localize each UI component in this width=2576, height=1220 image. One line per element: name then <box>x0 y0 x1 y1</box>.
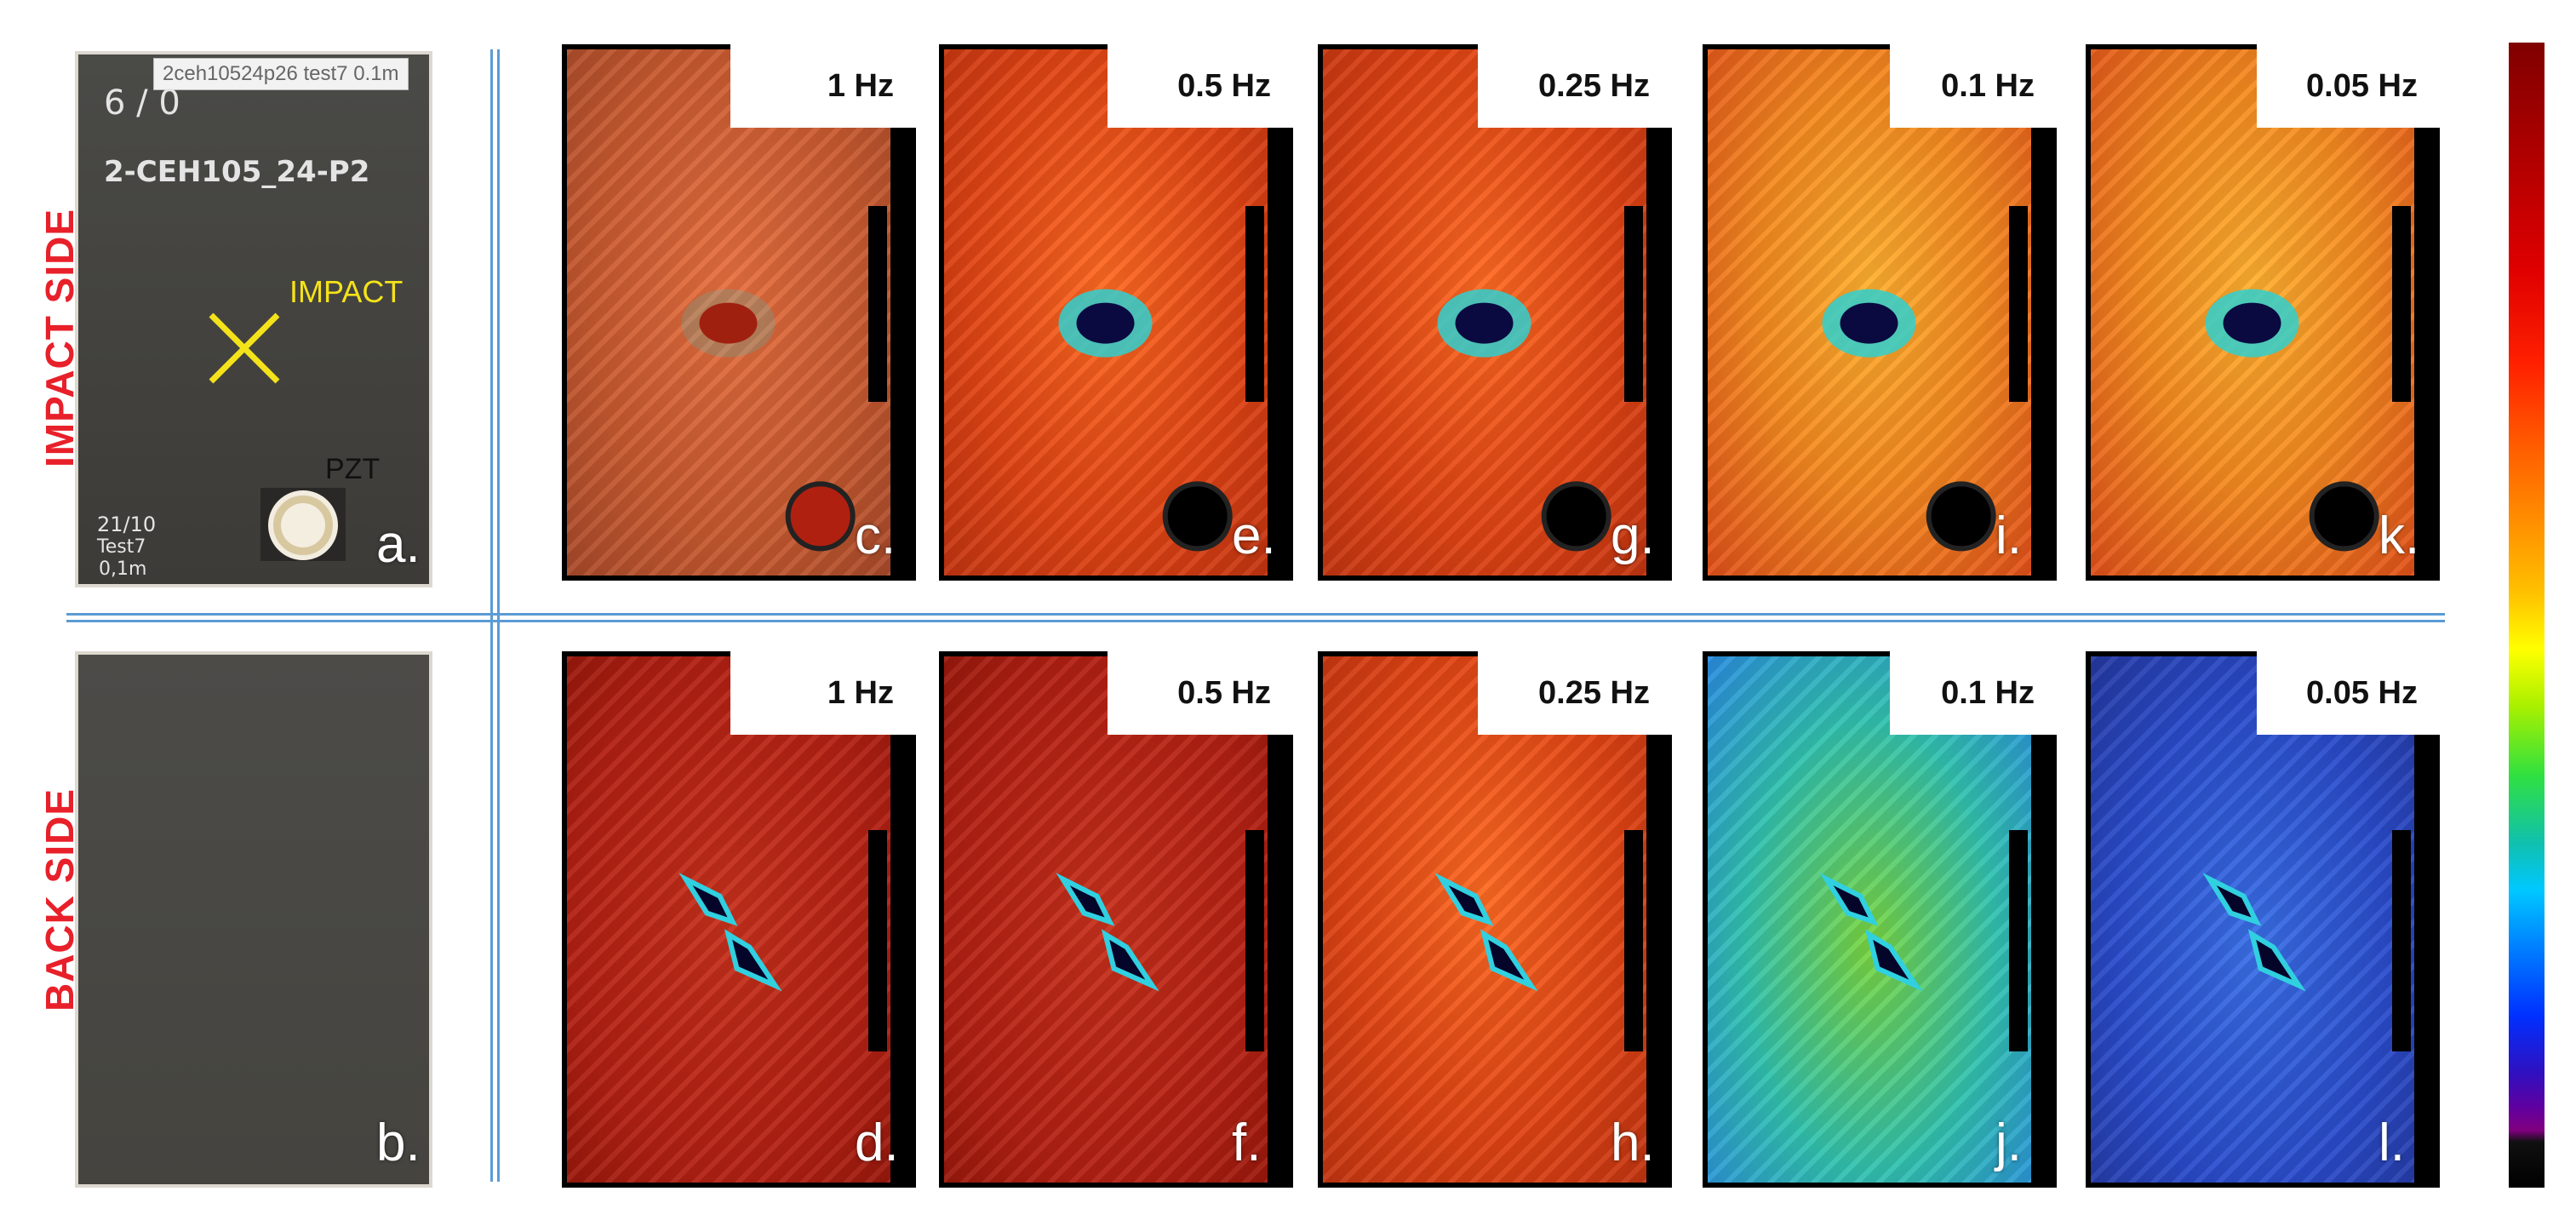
damage-spot <box>1056 873 1159 992</box>
thermogram-panel: 0.05 Hz k. <box>2086 44 2440 581</box>
chalk-height: 0,1m <box>99 558 147 580</box>
specimen-tag: 2ceh10524p26 test7 0.1m <box>153 58 409 90</box>
damage-spot <box>1822 289 1996 552</box>
thermogram-panel: 0.5 Hz f. <box>939 651 1293 1188</box>
thermogram-panel: 1 Hz d. <box>562 651 916 1188</box>
panel-label: i. <box>1995 507 2022 565</box>
damage-spot <box>1434 873 1538 992</box>
edge-bar <box>2392 206 2411 402</box>
impact-cross-icon <box>209 312 280 384</box>
frequency-label: 0.05 Hz <box>2257 651 2440 735</box>
panel-label: e. <box>1232 507 1276 565</box>
panel-label: k. <box>2379 507 2420 565</box>
panel-label: d. <box>855 1114 899 1172</box>
edge-bar <box>868 206 887 402</box>
frequency-label: 0.25 Hz <box>1478 44 1672 128</box>
damage-spot <box>2205 289 2379 552</box>
frequency-label: 0.5 Hz <box>1108 44 1293 128</box>
frequency-label: 0.1 Hz <box>1890 44 2057 128</box>
edge-bar <box>2392 830 2411 1051</box>
panel-label: b. <box>376 1114 421 1172</box>
panel-label: j. <box>1995 1114 2022 1172</box>
chalk-date: 21/10 <box>97 513 157 536</box>
impact-label: IMPACT <box>289 274 404 309</box>
chalk-test: Test7 <box>97 536 146 558</box>
damage-spot <box>681 289 856 552</box>
edge-bar <box>1624 830 1643 1051</box>
frequency-label: 0.05 Hz <box>2257 44 2440 128</box>
frequency-label: 0.5 Hz <box>1108 651 1293 735</box>
panel-label: f. <box>1232 1114 1262 1172</box>
edge-bar <box>2009 830 2028 1051</box>
horizontal-separator <box>66 620 2445 622</box>
edge-bar <box>868 830 887 1051</box>
damage-spot <box>1058 289 1233 552</box>
edge-bar <box>1624 206 1643 402</box>
thermogram-panel: 0.5 Hz e. <box>939 44 1293 581</box>
thermogram-panel: 0.25 Hz g. <box>1318 44 1672 581</box>
chalk-specimen-id: 2-CEH105_24-P2 <box>104 155 370 189</box>
thermogram-panel: 0.05 Hz l. <box>2086 651 2440 1188</box>
vertical-separator <box>490 49 493 1182</box>
panel-label: a. <box>376 515 421 574</box>
thermogram-panel: 0.1 Hz i. <box>1703 44 2057 581</box>
vertical-separator <box>497 49 500 1182</box>
horizontal-separator <box>66 613 2445 616</box>
pzt-label: PZT <box>325 453 381 485</box>
panel-label: c. <box>855 507 896 565</box>
panel-label: l. <box>2379 1114 2405 1172</box>
panel-label: g. <box>1611 507 1655 565</box>
frequency-label: 1 Hz <box>730 44 916 128</box>
colorbar <box>2509 43 2545 1188</box>
photo-impact-side: 2ceh10524p26 test7 0.1m 6 / 0 2-CEH105_2… <box>75 51 432 587</box>
frequency-label: 0.25 Hz <box>1478 651 1672 735</box>
damage-spot <box>1819 873 1923 992</box>
thermogram-panel: 0.1 Hz j. <box>1703 651 2057 1188</box>
thermogram-panel: 1 Hz c. <box>562 44 916 581</box>
frequency-label: 0.1 Hz <box>1890 651 2057 735</box>
chalk-mark: 6 / 0 <box>104 83 180 123</box>
edge-bar <box>1245 206 1264 402</box>
edge-bar <box>1245 830 1264 1051</box>
frequency-label: 1 Hz <box>730 651 916 735</box>
panel-label: h. <box>1611 1114 1655 1172</box>
photo-back-side: b. <box>75 651 432 1188</box>
thermogram-panel: 0.25 Hz h. <box>1318 651 1672 1188</box>
damage-spot <box>1437 289 1611 552</box>
damage-spot <box>678 873 782 992</box>
pzt-sensor-icon <box>260 488 346 561</box>
edge-bar <box>2009 206 2028 402</box>
damage-spot <box>2202 873 2306 992</box>
